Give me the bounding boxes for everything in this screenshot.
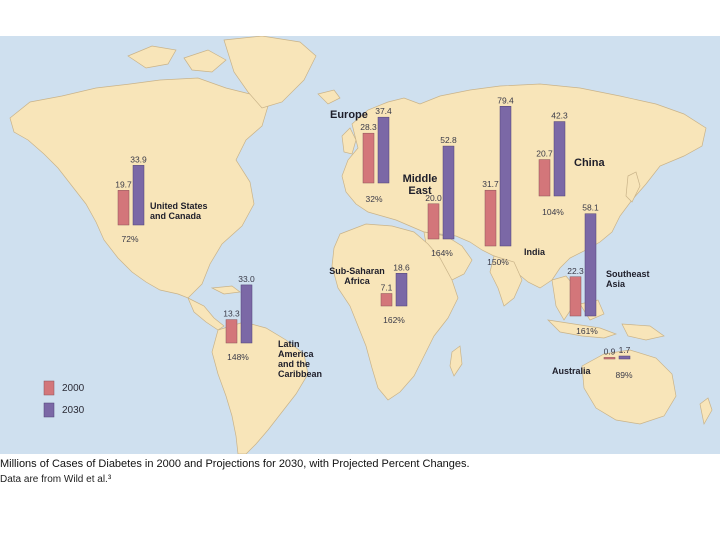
caption-source: Data are from Wild et al.³ <box>0 474 112 485</box>
percent-change-middle-east: 164% <box>431 248 453 258</box>
region-label-us-canada-line-1: and Canada <box>150 211 202 221</box>
bar-2030-india <box>499 106 512 247</box>
greenland-landmass <box>223 36 317 109</box>
value-2000-southeast-asia: 22.3 <box>567 266 584 276</box>
region-label-middle-east-line-0: Middle <box>403 173 438 185</box>
percent-change-australia: 89% <box>615 370 632 380</box>
region-australia: 0.9 1.7 89% Australia <box>552 345 633 380</box>
value-2000-latin-america: 13.3 <box>223 309 240 319</box>
legend-swatch-2030 <box>43 402 55 418</box>
central-america-landmass <box>187 297 225 331</box>
bar-2030-middle-east <box>442 145 455 240</box>
region-label-sub-saharan-africa-line-1: Africa <box>344 276 371 286</box>
value-2000-sub-saharan-africa: 7.1 <box>381 283 393 293</box>
value-2030-india: 79.4 <box>497 95 514 105</box>
percent-change-latin-america: 148% <box>227 352 249 362</box>
arctic-islands-2 <box>183 49 227 73</box>
legend-label-2000: 2000 <box>62 383 85 394</box>
bar-2030-southeast-asia <box>584 213 597 317</box>
region-india: 31.7 79.4 150% India <box>482 95 546 267</box>
australia-landmass <box>581 349 677 425</box>
new-guinea-landmass <box>621 323 665 341</box>
bar-2030-latin-america <box>240 284 253 344</box>
world-map: 19.7 33.9 72% United States and Canada 13.3 33… <box>0 36 720 454</box>
region-label-middle-east-line-1: East <box>408 185 432 197</box>
value-2030-us-canada: 33.9 <box>130 154 147 164</box>
legend-swatch-2000 <box>43 380 55 396</box>
bar-2000-sub-saharan-africa <box>380 293 393 307</box>
bar-2000-us-canada <box>117 190 130 226</box>
iceland-landmass <box>317 89 341 105</box>
figure-caption: Millions of Cases of Diabetes in 2000 an… <box>0 458 720 485</box>
uk-landmass <box>341 127 357 155</box>
bar-2000-southeast-asia <box>569 276 582 317</box>
region-label-sub-saharan-africa-line-0: Sub-Saharan <box>329 266 385 276</box>
indonesia-landmass <box>546 319 618 339</box>
region-europe: 28.3 37.4 32% Europe <box>330 106 392 204</box>
bar-2030-australia <box>618 355 631 360</box>
eurasia-landmass <box>341 83 707 289</box>
region-label-india-line-0: India <box>524 247 546 257</box>
value-2000-middle-east: 20.0 <box>425 193 442 203</box>
bar-2030-sub-saharan-africa <box>395 273 408 307</box>
africa-landmass <box>331 223 459 401</box>
bar-2030-us-canada <box>132 165 145 226</box>
percent-change-china: 104% <box>542 207 564 217</box>
value-2030-sub-saharan-africa: 18.6 <box>393 262 410 272</box>
percent-change-southeast-asia: 161% <box>576 326 598 336</box>
bar-2000-australia <box>603 357 616 360</box>
caption-title: Millions of Cases of Diabetes in 2000 an… <box>0 458 470 470</box>
japan-landmass <box>625 171 641 203</box>
region-label-latin-america-line-0: Latin <box>278 339 300 349</box>
legend-label-2030: 2030 <box>62 405 85 416</box>
region-label-southeast-asia-line-0: Southeast <box>606 269 650 279</box>
value-2000-europe: 28.3 <box>360 122 377 132</box>
region-label-australia-line-0: Australia <box>552 366 592 376</box>
region-label-southeast-asia-line-1: Asia <box>606 279 626 289</box>
value-2030-europe: 37.4 <box>375 106 392 116</box>
percent-change-india: 150% <box>487 257 509 267</box>
bar-2000-india <box>484 189 497 247</box>
legend: 2000 2030 <box>43 380 85 418</box>
value-2000-china: 20.7 <box>536 149 553 159</box>
percent-change-sub-saharan-africa: 162% <box>383 315 405 325</box>
bar-2000-china <box>538 159 551 197</box>
bar-2000-latin-america <box>225 319 238 344</box>
region-label-china-line-0: China <box>574 157 605 169</box>
new-zealand-landmass <box>699 397 713 425</box>
bar-2030-europe <box>377 116 390 184</box>
south-america-landmass <box>211 321 309 454</box>
bar-2000-middle-east <box>427 203 440 240</box>
value-2000-australia: 0.9 <box>604 346 616 356</box>
madagascar-landmass <box>449 345 463 377</box>
bar-2030-china <box>553 121 566 197</box>
region-china: 20.7 42.3 104% China <box>536 111 605 217</box>
region-label-latin-america-line-2: and the <box>278 359 310 369</box>
bar-2000-europe <box>362 132 375 184</box>
value-2030-southeast-asia: 58.1 <box>582 203 599 213</box>
caribbean-islands <box>210 285 241 295</box>
landmasses <box>9 36 713 454</box>
value-2030-latin-america: 33.0 <box>238 274 255 284</box>
region-label-europe-line-0: Europe <box>330 109 368 121</box>
region-label-latin-america-line-3: Caribbean <box>278 369 322 379</box>
value-2000-us-canada: 19.7 <box>115 179 132 189</box>
value-2030-china: 42.3 <box>551 111 568 121</box>
region-label-latin-america-line-1: America <box>278 349 315 359</box>
value-2000-india: 31.7 <box>482 179 499 189</box>
percent-change-us-canada: 72% <box>121 234 138 244</box>
value-2030-middle-east: 52.8 <box>440 135 457 145</box>
region-label-us-canada-line-0: United States <box>150 201 208 211</box>
arctic-islands <box>127 45 177 69</box>
india-landmass <box>489 255 523 307</box>
percent-change-europe: 32% <box>365 194 382 204</box>
value-2030-australia: 1.7 <box>619 345 631 355</box>
